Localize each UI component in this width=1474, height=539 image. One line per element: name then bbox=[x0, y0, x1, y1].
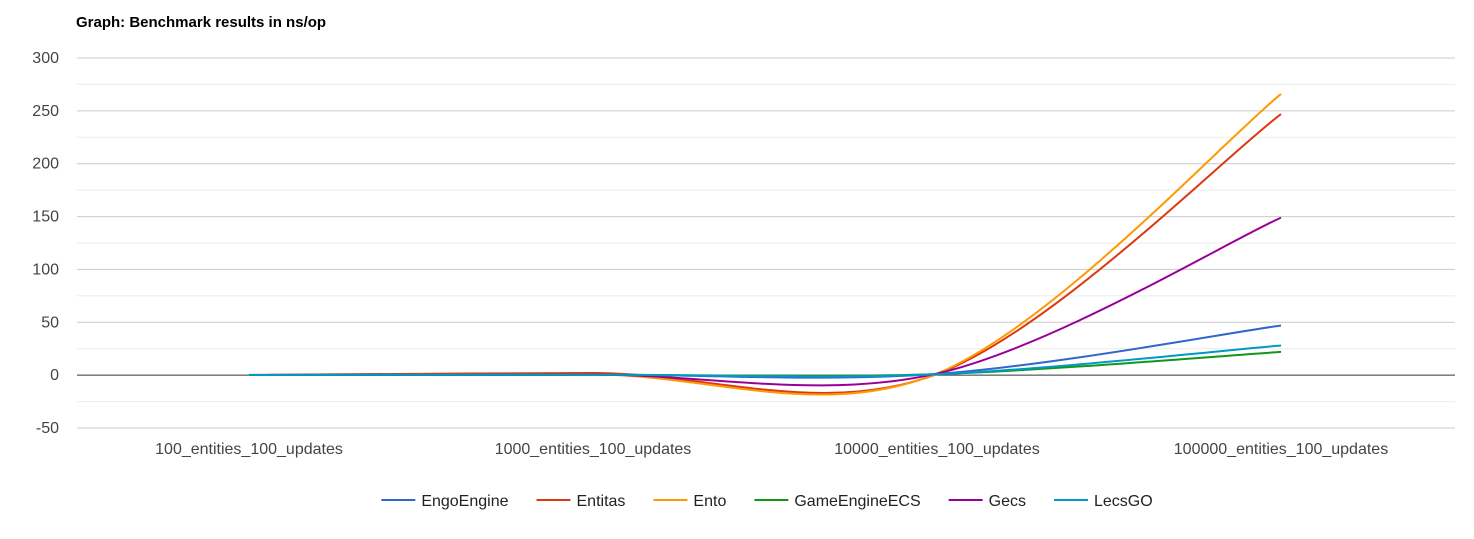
series-line-engoengine bbox=[248, 324, 1282, 379]
legend-item-entitas[interactable]: Entitas bbox=[536, 493, 626, 510]
legend-label: EngoEngine bbox=[421, 493, 508, 510]
gridlines bbox=[77, 57, 1455, 429]
series-line-gameengineecs bbox=[248, 350, 1282, 377]
y-tick-label: 0 bbox=[50, 367, 59, 384]
x-tick-label: 1000_entities_100_updates bbox=[495, 441, 692, 458]
legend-item-gecs[interactable]: Gecs bbox=[948, 493, 1026, 510]
legend-item-engoengine[interactable]: EngoEngine bbox=[381, 493, 509, 510]
y-tick-label: 250 bbox=[32, 103, 59, 120]
y-tick-label: 200 bbox=[32, 156, 59, 173]
legend-item-lecsgo[interactable]: LecsGO bbox=[1053, 493, 1153, 510]
legend-label: LecsGO bbox=[1094, 493, 1153, 510]
series-lines bbox=[248, 93, 1282, 396]
x-tick-label: 100_entities_100_updates bbox=[155, 441, 343, 458]
x-tick-label: 100000_entities_100_updates bbox=[1174, 441, 1388, 458]
legend: EngoEngine Entitas Ento GameEngineECS Gecs Le… bbox=[381, 493, 1153, 510]
y-tick-label: 100 bbox=[32, 261, 59, 278]
y-tick-label: 50 bbox=[41, 314, 59, 331]
chart-title: Graph: Benchmark results in ns/op bbox=[76, 14, 326, 31]
legend-label: Entitas bbox=[577, 493, 626, 510]
legend-item-ento[interactable]: Ento bbox=[653, 493, 726, 510]
y-tick-label: -50 bbox=[36, 420, 59, 437]
y-tick-label: 300 bbox=[32, 50, 59, 67]
legend-label: Gecs bbox=[989, 493, 1026, 510]
y-tick-label: 150 bbox=[32, 209, 59, 226]
legend-item-gameengineecs[interactable]: GameEngineECS bbox=[754, 493, 921, 510]
legend-label: GameEngineECS bbox=[794, 493, 920, 510]
x-tick-label: 10000_entities_100_updates bbox=[834, 441, 1040, 458]
legend-label: Ento bbox=[693, 493, 726, 510]
y-axis-ticks: -50 0 50 100 150 200 250 300 bbox=[32, 50, 59, 437]
series-line-lecsgo bbox=[248, 344, 1282, 378]
x-axis-ticks: 100_entities_100_updates 1000_entities_10… bbox=[155, 441, 1388, 458]
